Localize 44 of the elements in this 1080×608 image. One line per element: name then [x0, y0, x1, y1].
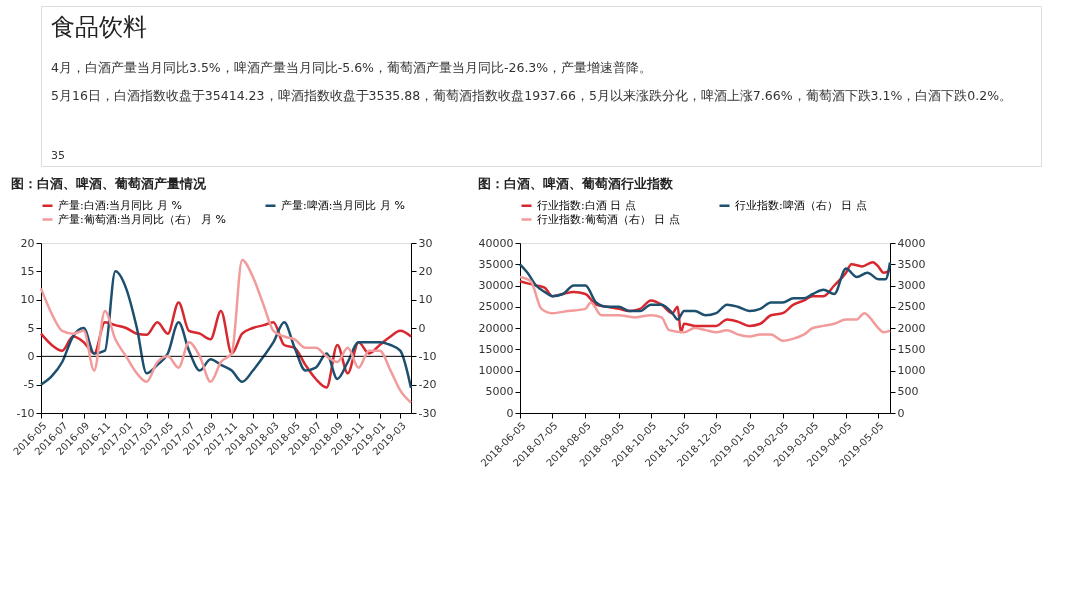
legend-label: 行业指数:葡萄酒（右） 日 点 — [537, 212, 680, 226]
text: 食品饮料 — [51, 13, 147, 41]
y2-tick-label: 30 — [418, 236, 433, 250]
y2-tick-label: 1000 — [897, 364, 926, 377]
y-tick-label: 15 — [20, 264, 35, 278]
y-tick-label: 30000 — [478, 279, 514, 292]
y-tick-label: 0 — [27, 349, 35, 363]
text: 4月，白酒产量当月同比3.5%，啤酒产量当月同比-5.6%，葡萄酒产量当月同比-26.3%，产量增速普降。 — [51, 60, 653, 75]
y2-tick-label: -30 — [418, 406, 437, 420]
y-tick-label: 0 — [506, 406, 514, 420]
y2-tick-label: 500 — [897, 385, 919, 399]
chart-title: 图：白酒、啤酒、葡萄酒行业指数 — [478, 176, 675, 191]
y2-tick-label: 4000 — [897, 236, 926, 250]
y2-tick-label: 10 — [418, 293, 433, 307]
y2-tick-label: 20 — [418, 264, 433, 278]
y-tick-label: -5 — [23, 378, 35, 392]
legend-label: 产量:葡萄酒:当月同比（右） 月 % — [58, 212, 226, 226]
y2-tick-label: -10 — [418, 349, 437, 363]
y-tick-label: 5000 — [485, 385, 514, 399]
y-tick-label: 10 — [20, 293, 35, 307]
y2-tick-label: 0 — [418, 321, 426, 335]
legend-label: 产量:啤酒:当月同比 月 % — [281, 198, 405, 212]
y2-tick-label: 1500 — [897, 342, 926, 356]
y-tick-label: 20000 — [478, 321, 514, 335]
y-tick-label: 40000 — [478, 236, 514, 250]
y-tick-label: 25000 — [478, 300, 514, 314]
y2-tick-label: 3500 — [897, 257, 926, 271]
text: 5月16日，白酒指数收盘于35414.23，啤酒指数收盘于3535.88，葡萄酒指数收盘1937.66，5月以来涨跌分化，啤酒上涨7.66%，葡萄酒下跌3.1%，白酒下跌0.2%。 — [51, 88, 1013, 103]
y-tick-label: 10000 — [478, 364, 514, 377]
chart-title: 图：白酒、啤酒、葡萄酒产量情况 — [11, 176, 208, 191]
y-tick-label: 35000 — [478, 257, 514, 271]
legend-label: 产量:白酒:当月同比 月 % — [58, 198, 182, 212]
y2-tick-label: 3000 — [897, 279, 926, 292]
y2-tick-label: -20 — [418, 378, 437, 392]
y2-tick-label: 0 — [897, 406, 905, 420]
legend-label: 行业指数:白酒 日 点 — [537, 198, 636, 212]
y-tick-label: 15000 — [478, 342, 514, 356]
legend-label: 行业指数:啤酒（右） 日 点 — [735, 198, 867, 212]
y-tick-label: -10 — [16, 406, 35, 420]
text: 35 — [51, 149, 65, 162]
y2-tick-label: 2500 — [897, 300, 926, 314]
y-tick-label: 5 — [27, 321, 35, 335]
y-tick-label: 20 — [20, 236, 35, 250]
y2-tick-label: 2000 — [897, 321, 926, 335]
